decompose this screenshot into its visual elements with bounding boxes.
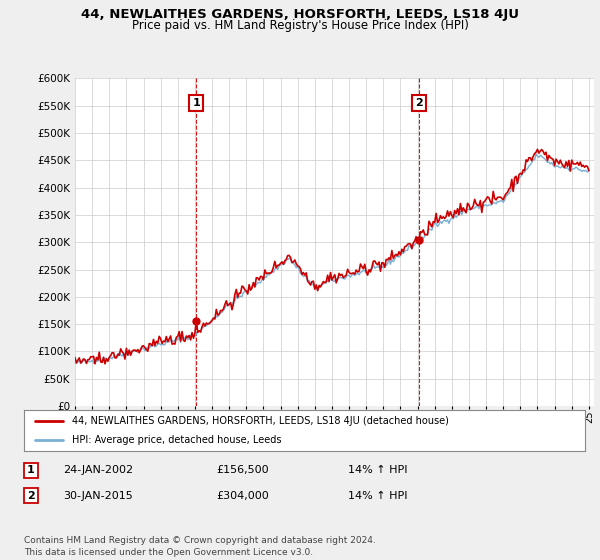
Text: Contains HM Land Registry data © Crown copyright and database right 2024.
This d: Contains HM Land Registry data © Crown c… <box>24 536 376 557</box>
Text: Price paid vs. HM Land Registry's House Price Index (HPI): Price paid vs. HM Land Registry's House … <box>131 19 469 32</box>
Text: HPI: Average price, detached house, Leeds: HPI: Average price, detached house, Leed… <box>71 435 281 445</box>
Text: 1: 1 <box>27 465 35 475</box>
Text: 24-JAN-2002: 24-JAN-2002 <box>63 465 133 475</box>
Text: 44, NEWLAITHES GARDENS, HORSFORTH, LEEDS, LS18 4JU (detached house): 44, NEWLAITHES GARDENS, HORSFORTH, LEEDS… <box>71 416 449 426</box>
Text: £304,000: £304,000 <box>216 491 269 501</box>
Text: 2: 2 <box>27 491 35 501</box>
Text: £156,500: £156,500 <box>216 465 269 475</box>
Text: 1: 1 <box>192 98 200 108</box>
Text: 30-JAN-2015: 30-JAN-2015 <box>63 491 133 501</box>
Text: 14% ↑ HPI: 14% ↑ HPI <box>348 491 407 501</box>
Text: 44, NEWLAITHES GARDENS, HORSFORTH, LEEDS, LS18 4JU: 44, NEWLAITHES GARDENS, HORSFORTH, LEEDS… <box>81 8 519 21</box>
Text: 2: 2 <box>415 98 422 108</box>
Text: 14% ↑ HPI: 14% ↑ HPI <box>348 465 407 475</box>
